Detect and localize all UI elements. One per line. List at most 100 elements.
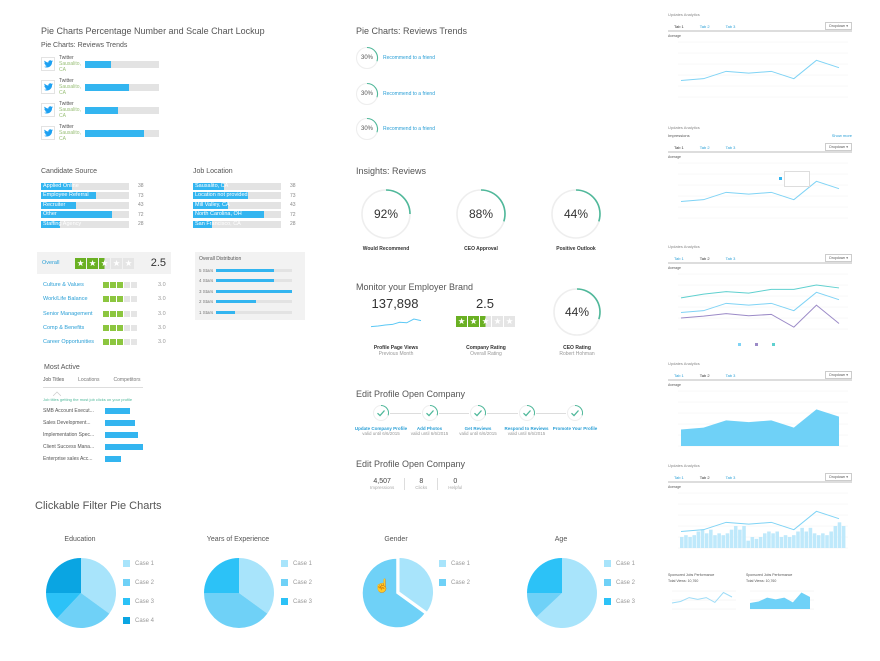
step-item[interactable]: Promote Your Profile [544, 404, 606, 431]
analytics-title: Updates Analytics [668, 244, 700, 249]
legend-swatch [123, 560, 130, 567]
rating-category-row[interactable]: Work/Life Balance 3.0 [43, 292, 166, 306]
analytics-tab[interactable]: Tab 3 [725, 24, 736, 29]
source-count: 72 [290, 211, 296, 218]
step-item[interactable]: Update Company Profile valid until 6/6/20… [350, 404, 412, 436]
analytics-dropdown[interactable]: Dropdown ▾ [825, 143, 852, 151]
step-label[interactable]: Respond to Reviews [504, 426, 549, 431]
trend-bar-fill [85, 129, 145, 137]
most-active-tab[interactable]: Competitors [113, 377, 141, 383]
pie-legend-item[interactable]: Case 4 [123, 611, 154, 630]
step-item[interactable]: Add Photos valid until 6/6/2015 [399, 404, 461, 436]
insights-list: 92% Would Recommend 88% CEO Approval 44% Posi… [350, 188, 615, 258]
chart-bar [733, 526, 738, 548]
analytics-tab[interactable]: Tab 2 [699, 256, 710, 261]
pie-legend-item[interactable]: Case 1 [604, 554, 635, 573]
rating-category-row[interactable]: Career Opportunities 3.0 [43, 335, 166, 349]
rating-category-row[interactable]: Senior Management 3.0 [43, 307, 166, 321]
analytics-tab[interactable]: Tab 1 [674, 256, 684, 261]
pie-svg[interactable] [202, 556, 276, 630]
most-active-tab[interactable]: Locations [78, 377, 100, 383]
tabs-divider [668, 30, 852, 32]
analytics-tab[interactable]: Tab 2 [699, 24, 710, 29]
pie-svg[interactable] [44, 556, 118, 630]
analytics-tab[interactable]: Tab 3 [725, 475, 736, 480]
rating-category-link[interactable]: Work/Life Balance [43, 296, 88, 303]
step-label[interactable]: Get Reviews [464, 426, 492, 431]
rating-category-link[interactable]: Culture & Values [43, 282, 84, 289]
recommend-link[interactable]: Recommend to a friend [383, 90, 435, 97]
line-series-main [680, 59, 840, 81]
ceo-rating-percent: 44% [564, 305, 590, 319]
step-item[interactable]: Get Reviews valid until 6/6/2015 [447, 404, 509, 436]
analytics-tab[interactable]: Tab 2 [699, 145, 710, 150]
page-views-sub: Previous Month [378, 351, 414, 357]
rating-category-row[interactable]: Comp & Benefits 3.0 [43, 321, 166, 335]
step-item[interactable]: Respond to Reviews valid until 6/6/2015 [496, 404, 558, 436]
rating-category-link[interactable]: Career Opportunities [43, 339, 95, 346]
analytics-chart [678, 273, 848, 330]
rating-square [131, 282, 137, 289]
analytics-dropdown[interactable]: Dropdown ▾ [825, 254, 852, 262]
pie-legend-item[interactable]: Case 2 [604, 573, 635, 592]
recommend-link[interactable]: Recommend to a friend [383, 126, 435, 132]
analytics-tab[interactable]: Tab 2 [699, 475, 710, 480]
analytics-dropdown[interactable]: Dropdown ▾ [825, 22, 852, 30]
pie-svg[interactable] [525, 556, 599, 630]
most-active-tab[interactable]: Job Titles [43, 377, 65, 383]
analytics-tab[interactable]: Tab 1 [674, 145, 684, 150]
chart-bar [837, 522, 842, 548]
source-bar-fill [193, 192, 248, 200]
analytics-tab[interactable]: Tab 3 [725, 256, 736, 261]
step-label[interactable]: Update Company Profile [354, 426, 408, 431]
pie-slice [361, 557, 427, 629]
analytics-tab[interactable]: Tab 1 [674, 373, 684, 378]
company-name: Twitter [59, 55, 74, 61]
dropdown-value: Dropdown [829, 475, 846, 479]
analytics-tab[interactable]: Tab 3 [725, 145, 736, 150]
ceo-rating-label: CEO Rating [563, 345, 591, 351]
pie-legend-item[interactable]: Case 1 [439, 554, 470, 573]
pie-legend-item[interactable]: Case 3 [123, 592, 154, 611]
rating-square [117, 282, 123, 289]
pie-legend-item[interactable]: Case 2 [123, 573, 154, 592]
pie-legend-item[interactable]: Case 1 [281, 554, 312, 573]
pie-svg[interactable] [360, 556, 434, 630]
tabs-divider [668, 151, 852, 153]
rating-category-row[interactable]: Culture & Values 3.0 [43, 278, 166, 292]
analytics-tab[interactable]: Tab 3 [725, 373, 736, 378]
star-icon: ★ [123, 257, 134, 269]
pie-legend-item[interactable]: Case 1 [123, 554, 154, 573]
chevron-down-icon: ▾ [845, 475, 848, 479]
star-icon: ★ [504, 316, 515, 327]
insight-percent: 44% [563, 207, 589, 221]
recommend-link[interactable]: Recommend to a friend [383, 55, 435, 61]
analytics-tab[interactable]: Tab 1 [674, 24, 684, 29]
analytics-dropdown[interactable]: Dropdown ▾ [825, 371, 852, 379]
rating-square [103, 339, 109, 346]
stat-value: 8 [419, 478, 424, 485]
sparkline-path [370, 318, 422, 328]
y-axis-label: Average [668, 155, 681, 159]
step-label[interactable]: Add Photos [416, 426, 443, 431]
company-location: Sausalito, CA [59, 84, 81, 96]
analytics-tab[interactable]: Tab 1 [674, 475, 684, 480]
pie-legend-item[interactable]: Case 2 [439, 573, 470, 592]
rating-category-link[interactable]: Comp & Benefits [43, 325, 85, 332]
ring-progress [366, 46, 379, 62]
pie-legend-item[interactable]: Case 3 [281, 592, 312, 611]
pie-chart-years-of-experience: Years of Experience Case 1 Case 2 Case 3 [202, 530, 362, 655]
rating-category-link[interactable]: Senior Management [43, 310, 93, 317]
pie-legend-item[interactable]: Case 3 [604, 592, 635, 611]
pie-legend-item[interactable]: Case 2 [281, 573, 312, 592]
analytics-column: Updates Analytics Tab 1 Tab 2 Tab 3 Dropdown… [668, 12, 852, 642]
analytics-tab[interactable]: Tab 2 [699, 373, 710, 378]
analytics-dropdown[interactable]: Dropdown ▾ [825, 473, 852, 481]
rating-category-value: 3.0 [158, 282, 166, 289]
step-label[interactable]: Promote Your Profile [552, 426, 598, 431]
pie-legend: Case 1 Case 2 [439, 554, 470, 592]
legend-label: Case 1 [293, 560, 313, 567]
rating-categories: Culture & Values 3.0 Work/Life Balance 3.0 S… [43, 278, 166, 349]
step-check [469, 404, 487, 422]
show-more-link[interactable]: Show more [831, 133, 852, 138]
